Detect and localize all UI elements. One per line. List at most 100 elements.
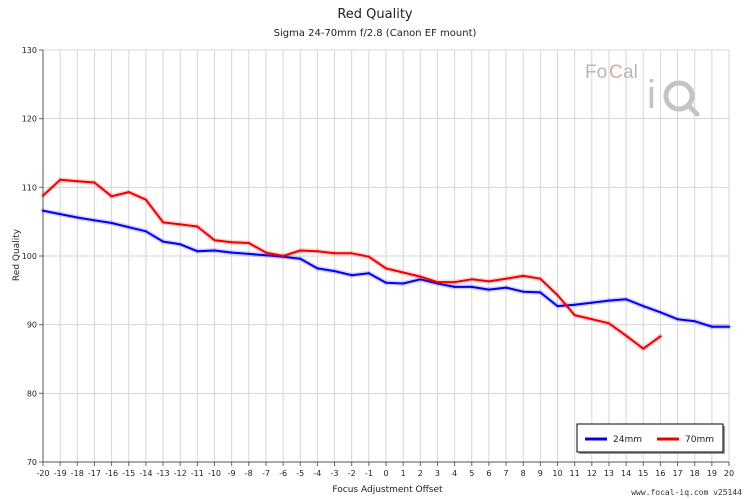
data-point-24mm [110, 222, 113, 225]
data-point-70mm [213, 239, 216, 242]
data-point-24mm [419, 278, 422, 281]
x-tick-label: -12 [174, 469, 187, 478]
data-point-70mm [625, 334, 628, 337]
data-point-70mm [505, 277, 508, 280]
data-point-24mm [247, 252, 250, 255]
data-point-70mm [144, 198, 147, 201]
x-tick-label: -16 [105, 469, 118, 478]
data-point-24mm [144, 230, 147, 233]
data-point-70mm [230, 241, 233, 244]
legend: 24mm 70mm [576, 423, 725, 454]
focal-iq-logo: Fo C al i [585, 62, 700, 117]
y-tick-label: 100 [22, 252, 37, 261]
svg-text:i: i [647, 73, 656, 117]
data-point-24mm [367, 272, 370, 275]
data-point-24mm [642, 305, 645, 308]
data-point-24mm [299, 257, 302, 260]
x-tick-label: -4 [313, 469, 321, 478]
x-tick-label: -9 [228, 469, 236, 478]
data-point-24mm [487, 288, 490, 291]
data-point-24mm [350, 274, 353, 277]
data-point-70mm [367, 255, 370, 258]
y-tick-label: 120 [22, 115, 37, 124]
data-point-24mm [453, 285, 456, 288]
chart-title: Red Quality [337, 7, 413, 22]
data-point-70mm [59, 178, 62, 181]
x-tick-label: -11 [191, 469, 204, 478]
x-tick-label: -20 [36, 469, 49, 478]
data-point-70mm [93, 181, 96, 184]
data-point-24mm [607, 299, 610, 302]
data-point-24mm [573, 303, 576, 306]
x-tick-label: 1 [401, 469, 406, 478]
x-tick-label: -1 [365, 469, 373, 478]
data-point-24mm [522, 290, 525, 293]
tick-labels: -20 -19 -18 -17 -16 -15 -14 -13 -12 -11 -10 -9 -8 -7-… [22, 46, 734, 478]
x-tick-label: -3 [331, 469, 339, 478]
x-tick-label: 20 [724, 469, 734, 478]
data-point-70mm [333, 252, 336, 255]
legend-label-24mm: 24mm [613, 435, 642, 445]
data-point-70mm [76, 180, 79, 183]
axes [39, 49, 730, 466]
x-tick-label: 6 [486, 469, 491, 478]
data-point-70mm [590, 318, 593, 321]
data-point-24mm [385, 281, 387, 284]
data-point-70mm [522, 274, 525, 277]
data-point-70mm [196, 225, 199, 228]
data-point-24mm [162, 240, 165, 243]
data-point-24mm [625, 298, 628, 301]
data-point-70mm [127, 191, 130, 194]
x-tick-label: -14 [139, 469, 152, 478]
data-point-24mm [505, 286, 508, 289]
data-point-70mm [282, 255, 285, 257]
x-tick-label: 4 [452, 469, 457, 478]
y-tick-label: 80 [27, 389, 37, 398]
data-point-70mm [436, 281, 439, 284]
svg-text:Fo: Fo [585, 62, 607, 83]
data-point-24mm [556, 305, 559, 308]
data-point-24mm [213, 249, 216, 252]
x-tick-label: -17 [88, 469, 101, 478]
x-tick-label: -10 [208, 469, 221, 478]
data-point-24mm [179, 243, 182, 246]
data-point-24mm [316, 267, 319, 270]
x-tick-label: 10 [552, 469, 562, 478]
data-point-24mm [693, 320, 696, 323]
x-tick-label: -13 [157, 469, 170, 478]
data-point-70mm [264, 251, 267, 254]
legend-label-70mm: 70mm [685, 435, 714, 445]
gridlines [42, 49, 730, 463]
x-tick-label: 9 [538, 469, 543, 478]
x-tick-label: 12 [587, 469, 597, 478]
data-point-24mm [676, 318, 679, 321]
data-point-24mm [264, 254, 267, 257]
data-point-70mm [42, 194, 44, 197]
x-tick-label: -5 [296, 469, 304, 478]
x-tick-label: 19 [707, 469, 717, 478]
x-tick-label: 13 [604, 469, 614, 478]
data-point-24mm [470, 285, 473, 288]
x-tick-label: 16 [655, 469, 665, 478]
data-point-70mm [299, 249, 302, 252]
svg-text:C: C [609, 62, 623, 83]
x-tick-label: -8 [245, 469, 253, 478]
data-point-70mm [247, 241, 250, 244]
data-point-24mm [230, 251, 233, 254]
data-point-24mm [42, 209, 44, 212]
x-tick-label: 17 [672, 469, 682, 478]
data-point-70mm [642, 347, 645, 350]
x-tick-label: -7 [262, 469, 270, 478]
y-tick-label: 130 [22, 46, 37, 55]
data-point-24mm [127, 226, 130, 229]
x-tick-label: 11 [570, 469, 580, 478]
x-tick-label: 2 [418, 469, 423, 478]
data-point-24mm [196, 250, 199, 253]
data-point-24mm [659, 311, 662, 314]
x-tick-label: -15 [122, 469, 135, 478]
data-point-70mm [316, 250, 319, 253]
svg-text:al: al [623, 62, 638, 83]
data-point-24mm [728, 325, 730, 328]
data-point-24mm [539, 291, 542, 294]
